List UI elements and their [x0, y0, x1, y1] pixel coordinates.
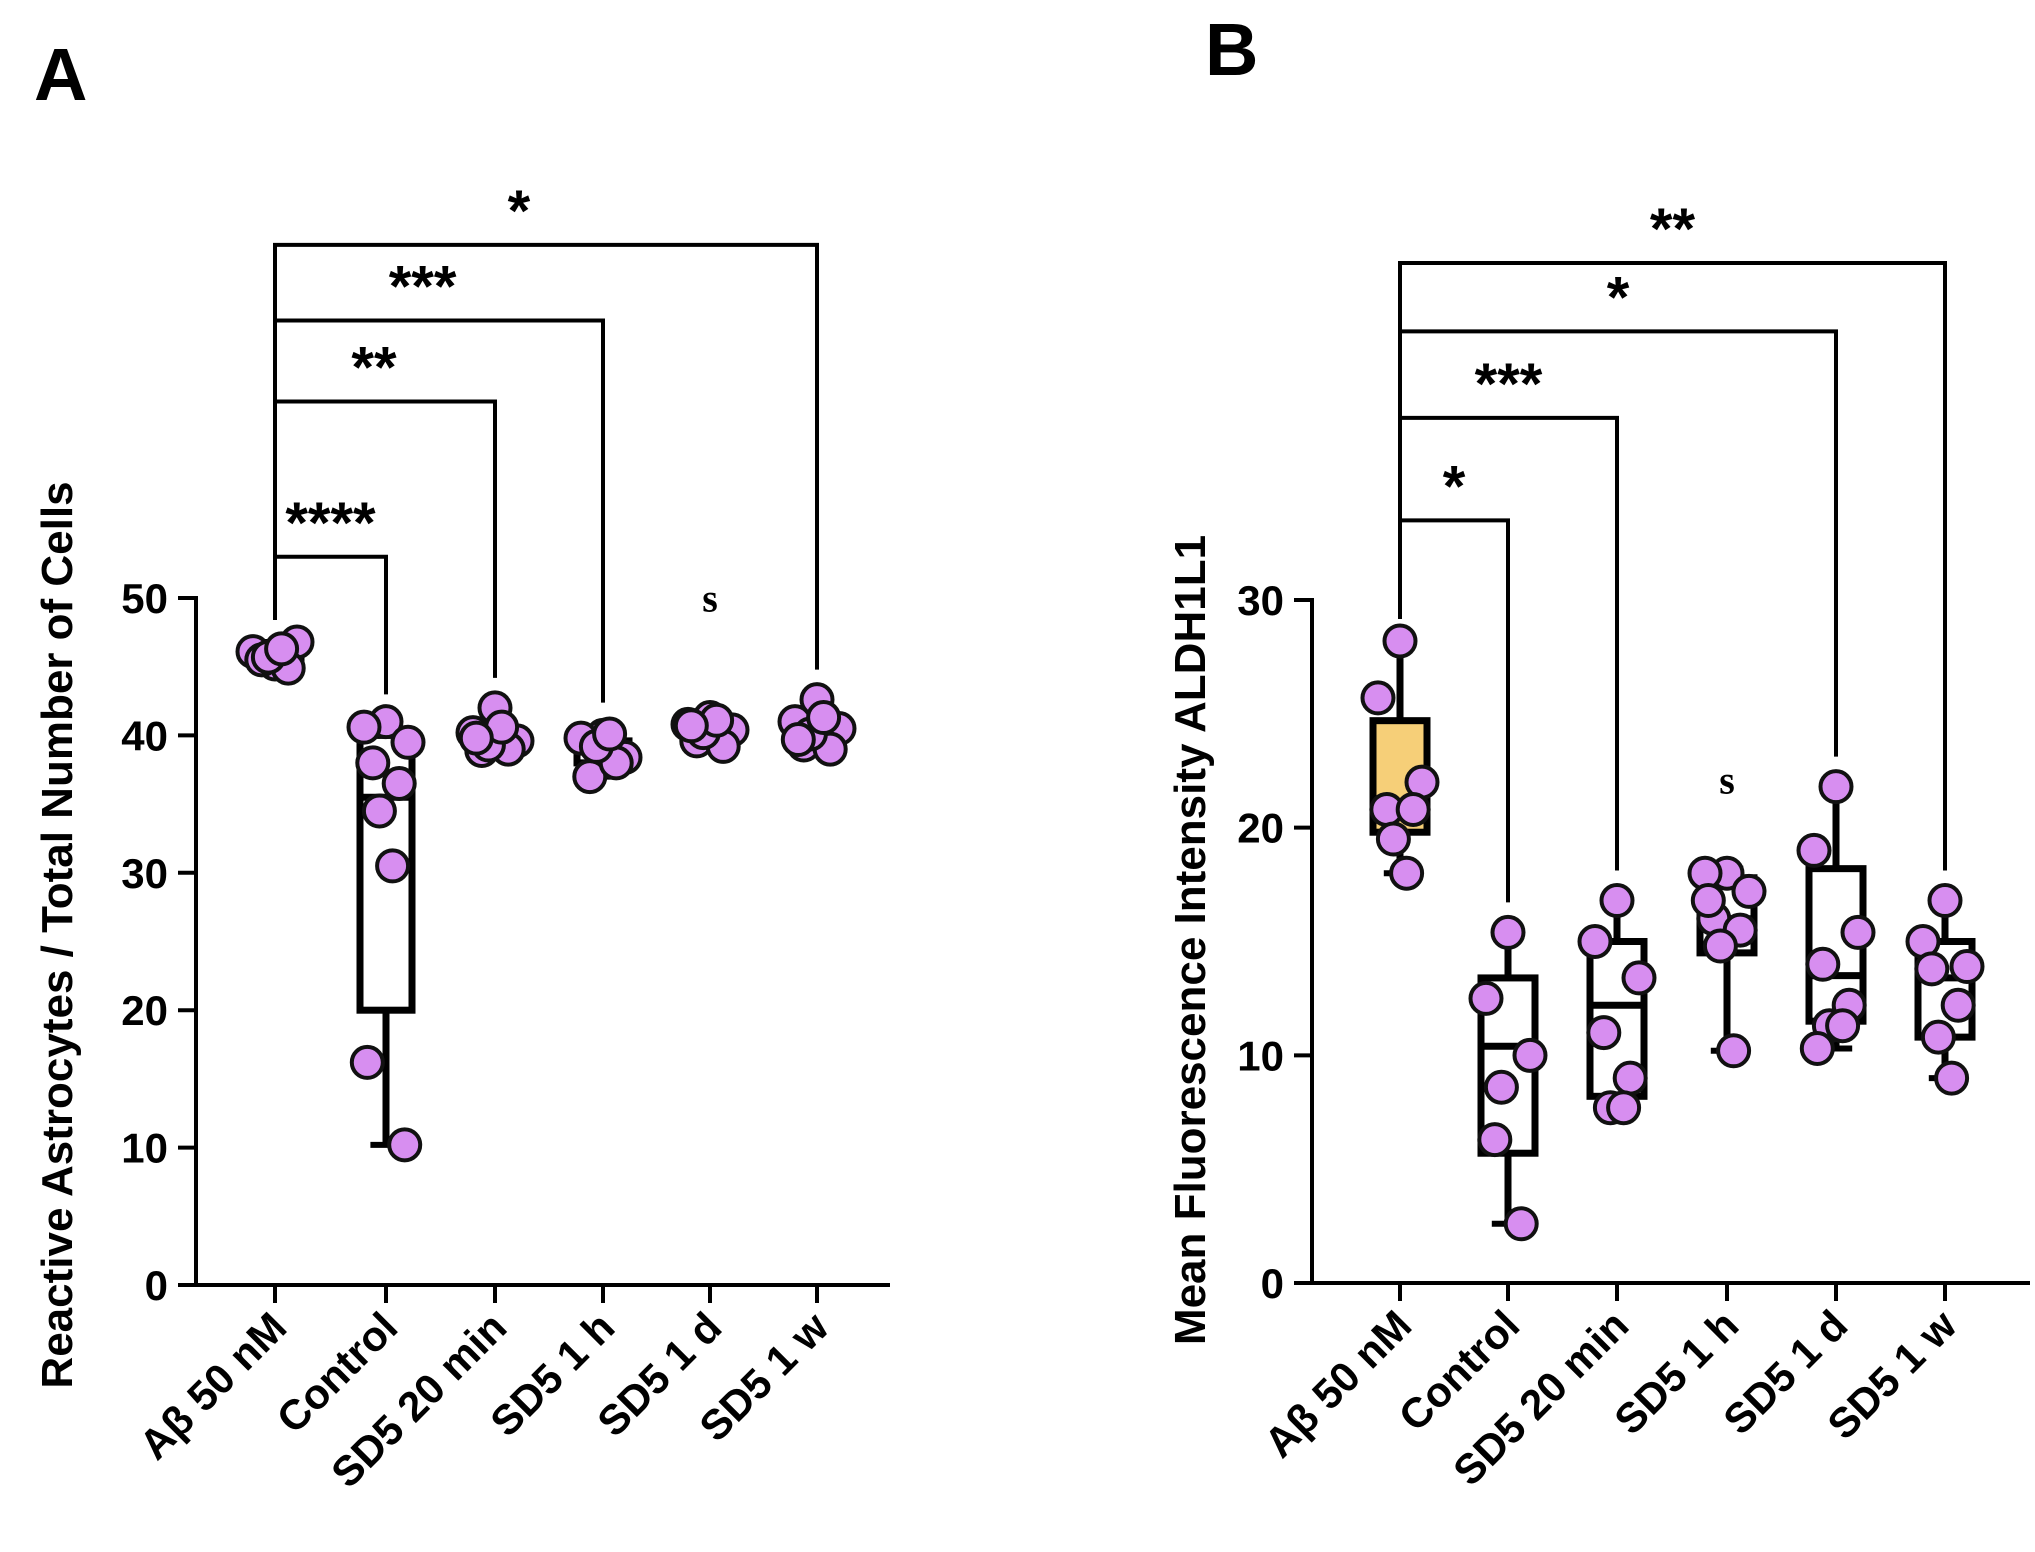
y-tick-label: 20 [1237, 805, 1284, 852]
data-point [1477, 1122, 1513, 1158]
data-point [1389, 855, 1425, 891]
data-point [390, 724, 426, 760]
significance-label: ** [351, 336, 397, 401]
data-point [458, 720, 494, 756]
data-point [1796, 832, 1832, 868]
chart-panel-a: 0 10 20 30 40 50 Reactive Astrocytes / Total N… [33, 179, 890, 1496]
data-point [1360, 680, 1396, 716]
data-point [780, 722, 816, 758]
significance-label: *** [1475, 352, 1543, 417]
data-point [1914, 951, 1950, 987]
data-point [264, 631, 300, 667]
data-point [1731, 873, 1767, 909]
data-point [355, 745, 391, 781]
data-point [1375, 821, 1411, 857]
data-point [1825, 1008, 1861, 1044]
data-point [1940, 987, 1976, 1023]
data-point [1612, 1060, 1648, 1096]
data-point [592, 716, 628, 752]
data-point [1490, 914, 1526, 950]
chart-panel-b: 0 10 20 30 Mean Fluorescence Intensity ALDH1… [1166, 197, 2030, 1494]
data-point [1799, 1031, 1835, 1067]
annotation-s: s [702, 576, 718, 621]
data-point [349, 1044, 385, 1080]
y-axis-label: Mean Fluorescence Intensity ALDH1L1 [1166, 535, 1215, 1345]
data-point [1949, 949, 1985, 985]
data-point [361, 793, 397, 829]
significance-label: **** [285, 491, 376, 556]
y-tick-label: 0 [145, 1262, 168, 1309]
data-point [1483, 1069, 1519, 1105]
data-point [1805, 946, 1841, 982]
panel-letter-b: B [1205, 8, 1258, 91]
y-axis-label: Reactive Astrocytes / Total Number of Ce… [33, 481, 82, 1388]
data-point [673, 708, 709, 744]
data-point [346, 709, 382, 745]
significance-label: * [1607, 265, 1630, 330]
data-point [1503, 1206, 1539, 1242]
data-point [1716, 1033, 1752, 1069]
data-point [1702, 928, 1738, 964]
significance-bracket [1398, 261, 1947, 871]
y-tick-label: 0 [1261, 1260, 1284, 1307]
data-point [1395, 791, 1431, 827]
significance-bracket [273, 242, 819, 670]
data-point [1818, 769, 1854, 805]
y-tick-label: 40 [121, 712, 168, 759]
data-point [1690, 883, 1726, 919]
y-tick-label: 30 [1237, 577, 1284, 624]
data-point [1577, 924, 1613, 959]
significance-label: *** [389, 254, 457, 319]
data-point [1599, 883, 1635, 919]
data-point [387, 1127, 423, 1163]
y-tick-label: 20 [121, 987, 168, 1034]
significance-label: ** [1650, 197, 1696, 262]
significance-label: * [508, 179, 531, 244]
data-point [1840, 914, 1876, 950]
y-tick-label: 10 [121, 1125, 168, 1172]
data-point [806, 700, 842, 736]
y-tick-label: 30 [121, 850, 168, 897]
data-point [1621, 960, 1657, 996]
data-point [1927, 883, 1963, 919]
data-point [1606, 1090, 1642, 1126]
data-point [1382, 623, 1418, 659]
significance-label: * [1443, 454, 1466, 519]
x-tick-label: Aβ 50 nM [1255, 1301, 1420, 1466]
y-tick-label: 10 [1237, 1032, 1284, 1079]
panel-letter-a: A [34, 33, 87, 116]
data-point [1920, 1019, 1956, 1055]
data-point [1934, 1060, 1970, 1096]
data-point [375, 848, 411, 884]
significance-bracket [1398, 518, 1510, 903]
data-point [1512, 1037, 1548, 1073]
annotation-s: s [1719, 758, 1735, 803]
data-point [1586, 1015, 1622, 1051]
data-point [1468, 980, 1504, 1016]
x-tick-label: Aβ 50 nM [130, 1303, 295, 1468]
y-tick-label: 50 [121, 575, 168, 622]
data-point [381, 765, 417, 801]
